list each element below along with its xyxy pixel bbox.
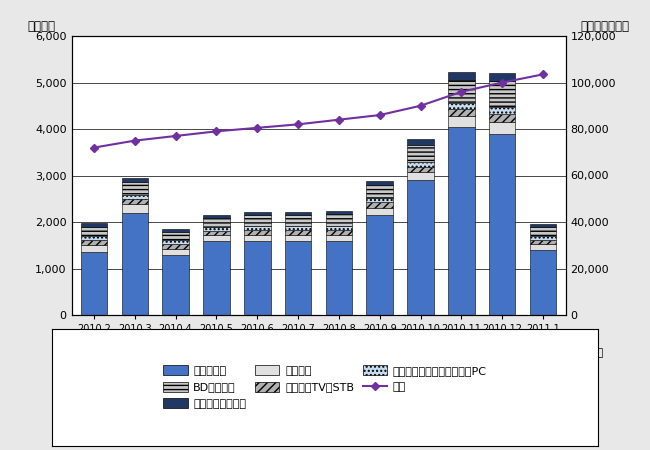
累計 xyxy=(213,129,220,134)
Bar xyxy=(408,144,434,162)
Bar xyxy=(244,241,270,315)
Bar xyxy=(285,230,311,235)
Bar xyxy=(244,235,270,241)
累計 xyxy=(499,80,506,85)
Bar xyxy=(448,80,474,104)
Bar xyxy=(408,180,434,315)
Bar xyxy=(448,109,474,116)
Legend: 薄型テレビ, BDレコーダ, デジタルレコーダ, チューナ, ケーブルTV用STB, 地上デジタルチューナ内蔵PC, 累計: 薄型テレビ, BDレコーダ, デジタルレコーダ, チューナ, ケーブルTV用ST… xyxy=(157,360,493,414)
Bar xyxy=(489,107,515,114)
Bar xyxy=(489,81,515,107)
Bar xyxy=(367,181,393,185)
累計 xyxy=(417,103,424,108)
累計 xyxy=(458,89,465,94)
Bar xyxy=(530,250,556,315)
Bar xyxy=(285,241,311,315)
Bar xyxy=(530,236,556,240)
Bar xyxy=(448,127,474,315)
Bar xyxy=(326,211,352,214)
Bar xyxy=(530,225,556,227)
累計 xyxy=(172,133,179,139)
Bar xyxy=(448,104,474,109)
Bar xyxy=(408,166,434,172)
Bar xyxy=(367,185,393,198)
Bar xyxy=(162,240,189,244)
Bar xyxy=(326,214,352,226)
Bar xyxy=(448,116,474,127)
Bar xyxy=(530,227,556,236)
Bar xyxy=(122,195,148,199)
累計 xyxy=(90,145,98,150)
Bar xyxy=(326,226,352,230)
Bar xyxy=(81,227,107,236)
Bar xyxy=(81,240,107,245)
Bar xyxy=(448,72,474,80)
Bar xyxy=(122,178,148,182)
Text: （年・月）: （年・月） xyxy=(571,348,604,359)
Bar xyxy=(162,244,189,248)
Bar xyxy=(244,230,270,235)
Bar xyxy=(408,139,434,144)
累計 xyxy=(254,125,261,130)
Bar xyxy=(285,215,311,226)
Bar xyxy=(122,199,148,204)
Bar xyxy=(162,248,189,255)
累計 xyxy=(294,122,302,127)
Bar xyxy=(285,226,311,230)
Bar xyxy=(162,232,189,240)
Bar xyxy=(285,212,311,215)
Bar xyxy=(326,230,352,235)
Bar xyxy=(203,215,229,218)
Bar xyxy=(367,207,393,215)
Bar xyxy=(203,230,229,235)
Bar xyxy=(162,255,189,315)
Bar xyxy=(326,241,352,315)
Bar xyxy=(244,212,270,215)
Bar xyxy=(162,229,189,232)
Bar xyxy=(285,235,311,241)
累計 xyxy=(131,138,138,143)
Bar xyxy=(81,223,107,227)
Line: 累計: 累計 xyxy=(91,72,546,150)
Bar xyxy=(122,213,148,315)
Bar xyxy=(203,241,229,315)
Bar xyxy=(122,182,148,195)
累計 xyxy=(376,112,384,118)
Bar xyxy=(367,202,393,207)
Text: （累計・千台）: （累計・千台） xyxy=(580,20,630,33)
Bar xyxy=(489,114,515,122)
Text: （千台）: （千台） xyxy=(27,20,55,33)
累計 xyxy=(335,117,343,122)
Bar xyxy=(489,122,515,134)
累計 xyxy=(539,72,547,77)
Bar xyxy=(81,236,107,240)
Bar xyxy=(203,235,229,241)
Bar xyxy=(530,240,556,244)
Bar xyxy=(122,204,148,213)
Bar xyxy=(489,134,515,315)
Bar xyxy=(408,162,434,166)
Bar xyxy=(489,73,515,81)
Bar xyxy=(367,215,393,315)
Bar xyxy=(81,252,107,315)
Bar xyxy=(408,172,434,180)
Bar xyxy=(203,227,229,230)
Bar xyxy=(244,215,270,226)
Bar xyxy=(244,226,270,230)
Bar xyxy=(367,198,393,202)
Bar xyxy=(203,218,229,227)
Bar xyxy=(530,244,556,250)
Bar xyxy=(326,235,352,241)
Bar xyxy=(81,245,107,252)
